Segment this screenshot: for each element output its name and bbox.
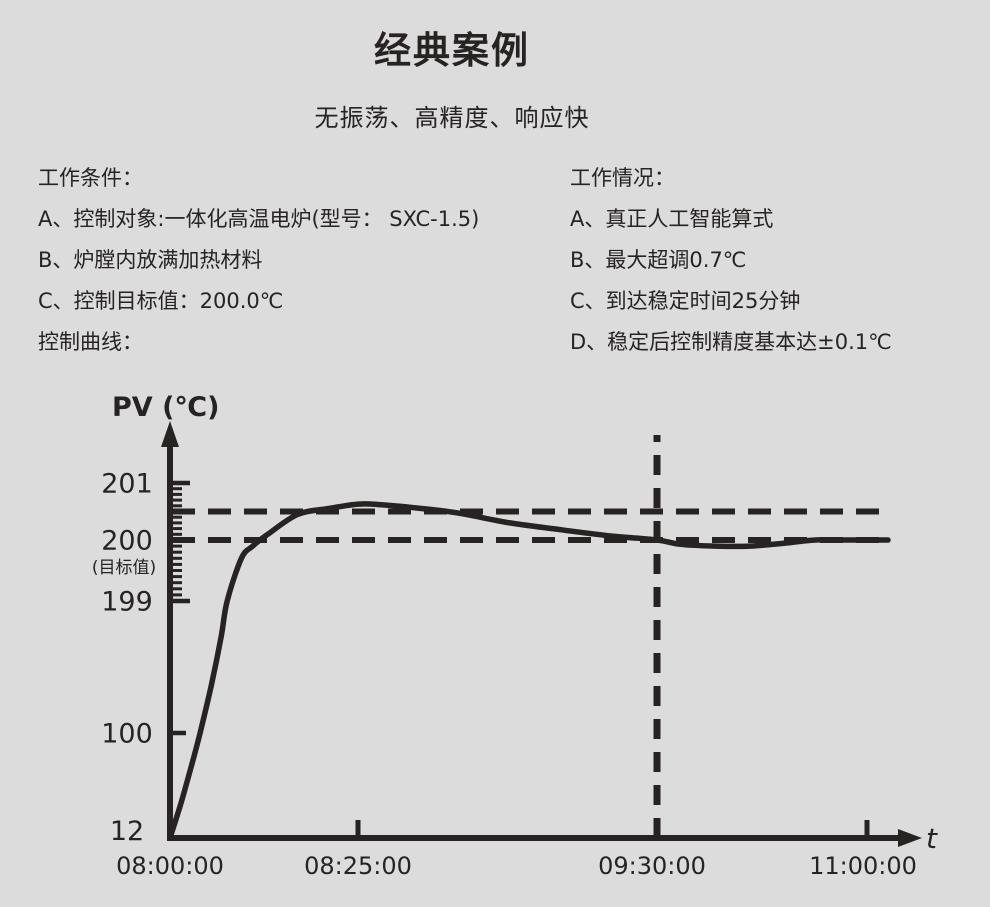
y-axis-title: PV (℃) (112, 392, 219, 423)
result-item-d: D、稳定后控制精度基本达±0.1℃ (570, 330, 892, 354)
target-value-note: (目标值) (92, 558, 156, 578)
chart-root: 201 200 199 100 12 (目标值) 08:00:00 08:25:00 09:30… (92, 392, 938, 880)
pv-curve (167, 501, 891, 841)
result-item-c: C、到达稳定时间25分钟 (570, 289, 801, 313)
y-tick-label-199: 199 (101, 587, 153, 618)
condition-item-b: B、炉膛内放满加热材料 (38, 248, 263, 272)
x-tick-label-08:00:00: 08:00:00 (116, 852, 224, 880)
y-axis-arrowhead (161, 421, 179, 447)
conditions-heading: 工作条件： (38, 166, 143, 190)
x-tick-label-08:25:00: 08:25:00 (304, 852, 412, 880)
y-tick-label-200: 200 (101, 526, 153, 557)
control-curve-label: 控制曲线： (38, 330, 143, 354)
y-tick-label-12: 12 (110, 816, 144, 847)
page-header: 经典案例 无振荡、高精度、响应快 (0, 20, 904, 133)
y-tick-label-100: 100 (101, 719, 153, 750)
result-item-a: A、真正人工智能算式 (570, 207, 774, 231)
working-conditions: 工作条件： A、控制对象:一体化高温电炉(型号： SXC-1.5) B、炉膛内放… (38, 158, 479, 363)
x-tick-label-11:00:00: 11:00:00 (809, 852, 917, 880)
x-axis-arrowhead (898, 829, 922, 847)
x-axis-title: t (926, 822, 938, 855)
working-results: 工作情况： A、真正人工智能算式 B、最大超调0.7℃ C、到达稳定时间25分钟… (570, 158, 892, 363)
results-heading: 工作情况： (570, 166, 675, 190)
y-tick-label-201: 201 (101, 469, 153, 500)
condition-item-c: C、控制目标值：200.0℃ (38, 289, 284, 313)
page-title: 经典案例 (374, 29, 530, 72)
x-tick-label-09:30:00: 09:30:00 (598, 852, 706, 880)
condition-item-a: A、控制对象:一体化高温电炉(型号： SXC-1.5) (38, 207, 480, 231)
page-subtitle: 无振荡、高精度、响应快 (314, 104, 590, 132)
result-item-b: B、最大超调0.7℃ (570, 248, 747, 272)
